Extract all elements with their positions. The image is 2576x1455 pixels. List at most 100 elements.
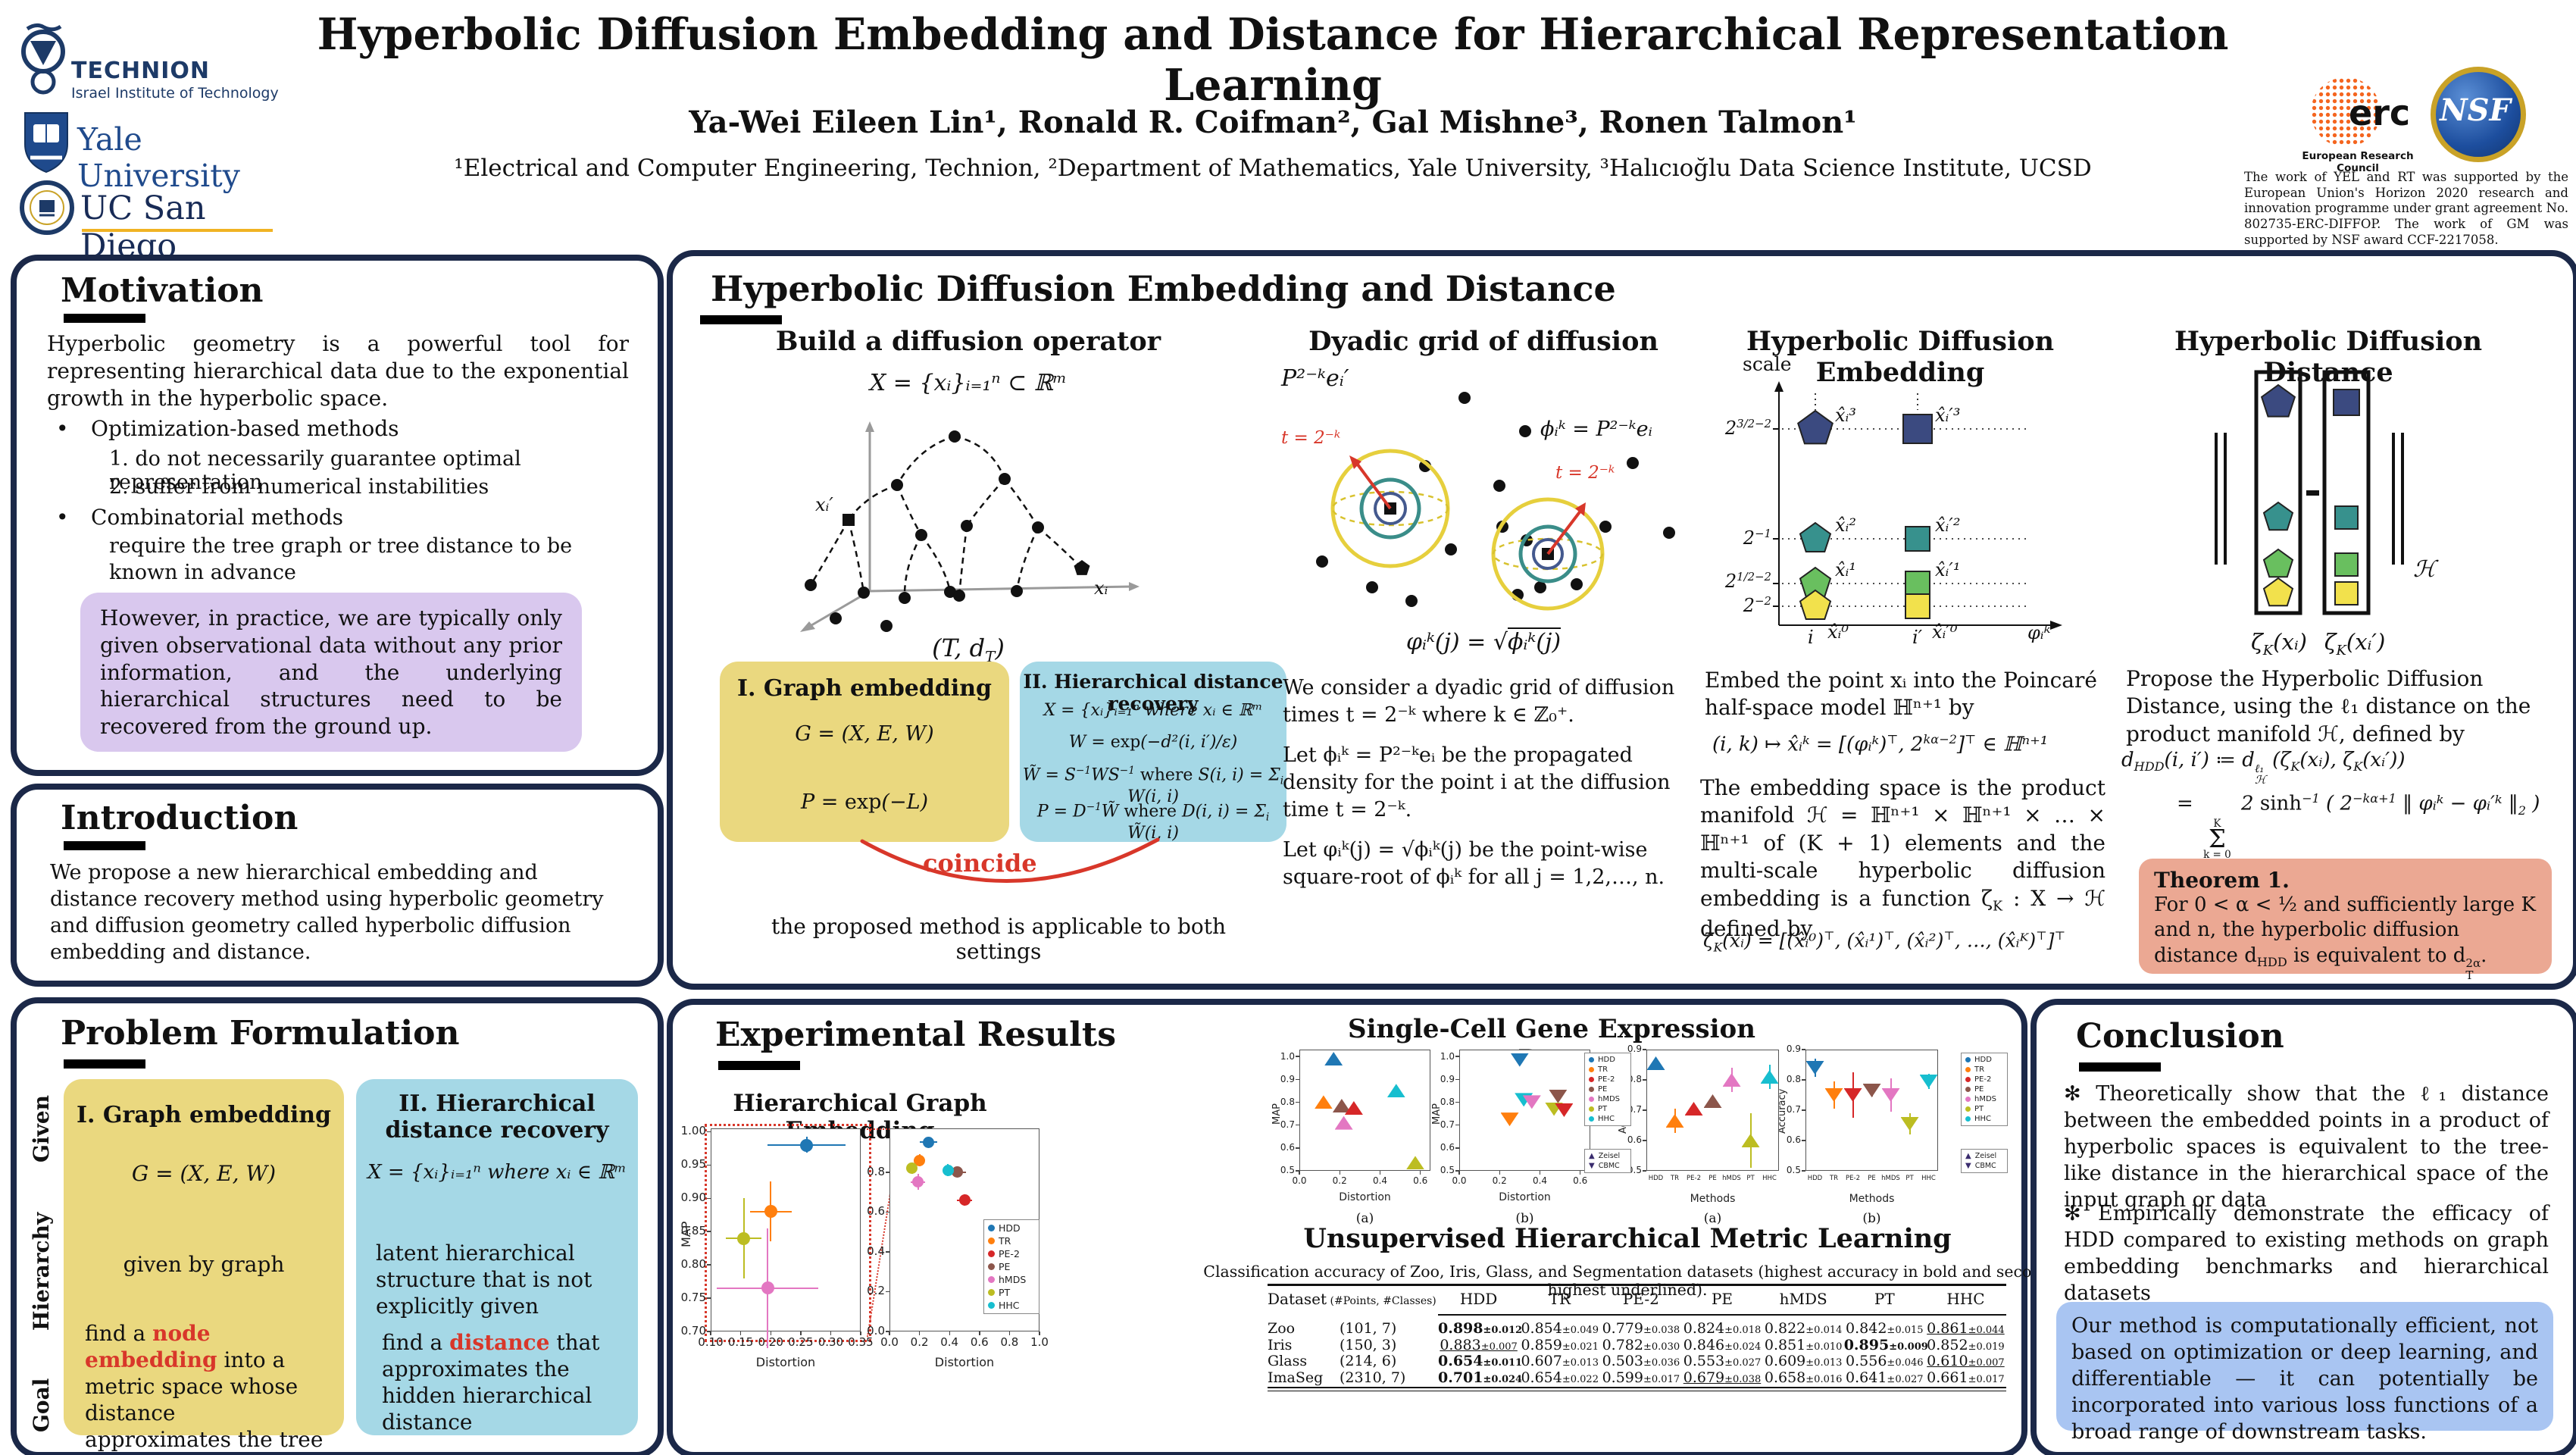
x-category-label: PE-2 [1687, 1175, 1701, 1182]
cell-std: ±0.017 [1968, 1373, 2005, 1385]
technion-subtitle: Israel Institute of Technology [71, 85, 279, 102]
x-tick-label: 0.6 [1573, 1175, 1588, 1186]
table-cell-value: 0.824±0.018 [1681, 1320, 1762, 1337]
table-row: Iris (150, 3) 0.883±0.007 0.859±0.021 0.782±… [1268, 1337, 2006, 1353]
embedding-row-label-iprime-0: x̂ᵢ′³ [1935, 405, 1960, 426]
cell-std: ±0.013 [1562, 1357, 1599, 1369]
dyadic-paragraph-1: We consider a dyadic grid of diffusion t… [1283, 676, 1675, 727]
cell-std: ±0.030 [1643, 1341, 1680, 1353]
y-tick-label: 0.6 [1627, 1134, 1642, 1146]
y-tick-mark [1802, 1079, 1805, 1081]
cell-mean: 0.779 [1602, 1320, 1643, 1337]
embedding-tick-1: 2−1 [1743, 527, 1771, 549]
y-tick-mark [1296, 1124, 1299, 1126]
table-cell-value: 0.701±0.024 [1438, 1369, 1522, 1386]
legend-marker [988, 1238, 995, 1244]
legend-marker [1965, 1057, 1971, 1062]
table-cell-value: 0.779±0.038 [1600, 1320, 1681, 1337]
cell-std: ±0.010 [1805, 1341, 1843, 1353]
x-tick-mark [860, 1331, 861, 1335]
embedding-formula-2: ζK(xᵢ) = [(x̂ᵢ⁰)⊤, (x̂ᵢ¹)⊤, (x̂ᵢ²)⊤, …, … [1703, 929, 2066, 955]
legend-item: HDD [1962, 1055, 2006, 1065]
table-cell-value: 0.654±0.011 [1438, 1353, 1522, 1369]
x-tick-mark [918, 1331, 921, 1335]
hge-xlabel-right: Distortion [934, 1355, 995, 1369]
cell-mean: 0.898 [1438, 1320, 1483, 1337]
sc-marker-legend: ▲ Zeisel ▼ CBMC [1961, 1149, 2008, 1173]
y-tick-mark [1296, 1078, 1299, 1080]
cell-mean: 0.846 [1683, 1336, 1725, 1353]
cell-mean: 0.658 [1764, 1369, 1806, 1386]
legend-marker [1589, 1057, 1594, 1062]
legend-marker [1965, 1097, 1971, 1102]
x-tick-mark [770, 1331, 771, 1335]
x-tick-mark [1339, 1171, 1340, 1175]
cell-mean: 0.701 [1438, 1369, 1483, 1386]
embedding-ax-i-prime: i′ [1912, 627, 1923, 648]
distance-square-1 [2334, 505, 2359, 530]
table-cell-value: 0.641±0.027 [1844, 1369, 1925, 1386]
dyadic-time-label-2: t = 2⁻ᵏ [1555, 463, 1615, 483]
y-tick-mark [1455, 1101, 1459, 1103]
cell-mean: 0.824 [1683, 1320, 1725, 1337]
poster-affiliations: ¹Electrical and Computer Engineering, Te… [454, 155, 2092, 182]
method-box2-f3: W̃ = S−1WS−1 where S(i, i) = Σi W(i, i) [1022, 765, 1284, 806]
x-category-label: PE-2 [1846, 1175, 1860, 1182]
cell-mean: 0.503 [1602, 1353, 1643, 1369]
legend-item: PE-2 [1962, 1075, 2006, 1084]
cell-mean: 0.859 [1521, 1336, 1562, 1353]
x-tick-label: 0.4 [1532, 1175, 1548, 1186]
table-cell-value: 0.883±0.007 [1438, 1337, 1519, 1353]
distance-square-2 [2334, 552, 2359, 577]
conclusion-panel: Conclusion ✻ Theoretically show that the… [2030, 999, 2576, 1455]
legend-label: PE [1598, 1085, 1608, 1094]
introduction-title: Introduction [61, 799, 299, 837]
motivation-bullet-2-text: require the tree graph or tree distance … [109, 534, 573, 585]
x-category-label: PE [1868, 1175, 1876, 1182]
embedding-pentagon-0 [1797, 409, 1834, 445]
table-row: ImaSeg (2310, 7) 0.701±0.024 0.654±0.022 0.5… [1268, 1369, 2006, 1386]
embedding-paragraph-2: The embedding space is the product manif… [1700, 775, 2106, 941]
chart-sc-acc-b: 0.9 0.8 0.7 0.6 0.5 HDD TR PE-2 PE hMDS PT HHC [1787, 1044, 1938, 1181]
technion-logo: TECHNION Israel Institute of Technology [21, 23, 294, 102]
coincide-arc [860, 837, 1160, 883]
x-category-label: TR [1670, 1175, 1680, 1182]
y-tick-mark [1455, 1124, 1459, 1126]
table-cell-value: 0.503±0.036 [1600, 1353, 1681, 1369]
sc-acc-b-xlabel: Methods [1849, 1193, 1895, 1205]
method-title: Hyperbolic Diffusion Embedding and Dista… [711, 268, 1616, 309]
cell-mean: 0.654 [1438, 1353, 1483, 1369]
cell-std: ±0.049 [1562, 1325, 1599, 1336]
legend-label: PE [999, 1261, 1011, 1272]
table-cell-dataset: Glass [1268, 1353, 1308, 1369]
embedding-formula-1: (i, k) ↦ x̂ᵢᵏ = [(φᵢᵏ)⊤, 2kα−2]⊤ ∈ ℍⁿ⁺¹ [1712, 732, 2049, 756]
legend-label: hMDS [999, 1274, 1027, 1285]
table-header-method: PE-2 [1622, 1290, 1659, 1308]
sc-marker-legend: ▲ Zeisel ▼ CBMC [1584, 1149, 1631, 1173]
cell-std: ±0.038 [1643, 1325, 1680, 1336]
cell-std: ±0.021 [1562, 1341, 1599, 1353]
y-tick-label: 0.2 [867, 1284, 885, 1298]
y-tick-label: 0.95 [680, 1157, 706, 1172]
distance-norm-subscript: ℋ [2413, 556, 2439, 583]
y-tick-mark [1455, 1170, 1459, 1172]
embedding-tick-3: 2−2 [1743, 594, 1771, 616]
y-tick-label: 1.00 [680, 1124, 706, 1138]
table-cell-value: 0.599±0.017 [1600, 1369, 1681, 1386]
table-header-method: HDD [1459, 1290, 1498, 1308]
distance-square-3 [2334, 581, 2359, 605]
table-cell-value: 0.553±0.027 [1681, 1353, 1762, 1369]
chart-hge-full: 0.8 0.6 0.4 0.2 0.0 0.0 0.2 0.4 0.6 0.8 1.0 HDD TR PE… [867, 1128, 1049, 1348]
table-cell-value: 0.846±0.024 [1681, 1337, 1762, 1353]
x-tick-mark [979, 1331, 980, 1335]
x-category-label: TR [1829, 1175, 1839, 1182]
hge-connector-top [867, 1128, 890, 1130]
legend-item: hMDS [985, 1273, 1038, 1286]
cell-std: ±0.018 [1724, 1325, 1762, 1336]
data-point-TR [764, 1205, 777, 1219]
table-cell-value: 0.782±0.030 [1600, 1337, 1681, 1353]
box2-goal: find a distance that approximates the hi… [382, 1330, 600, 1435]
embedding-row-label-iprime-2: x̂ᵢ′¹ [1935, 559, 1960, 580]
y-tick-mark [1455, 1147, 1459, 1149]
cell-mean: 0.654 [1521, 1369, 1562, 1386]
